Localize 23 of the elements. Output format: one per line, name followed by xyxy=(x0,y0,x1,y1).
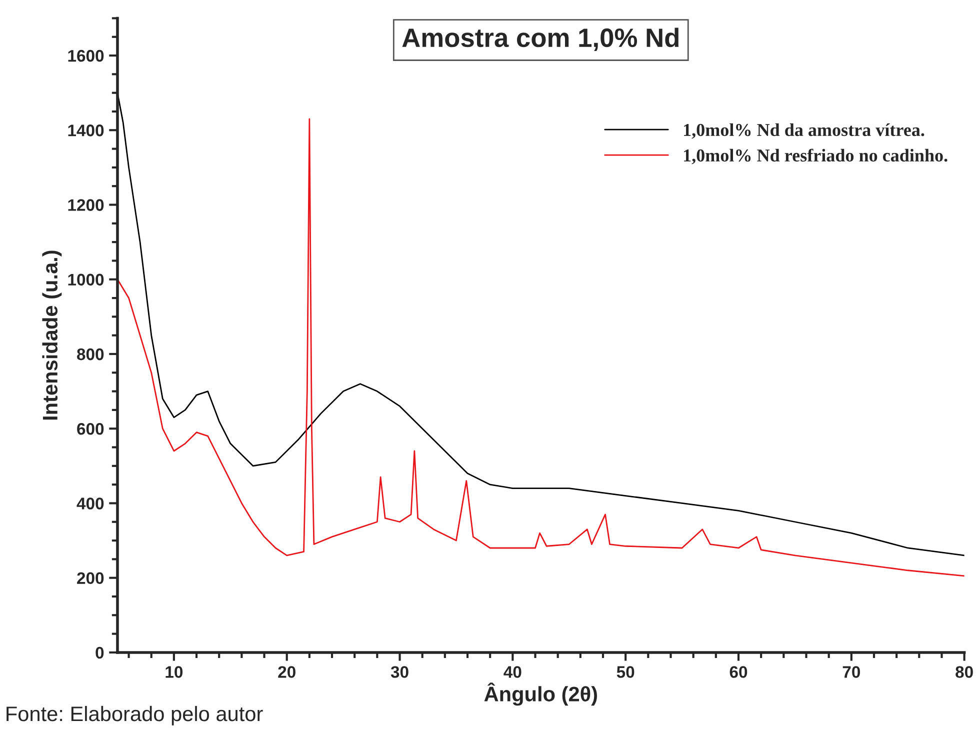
x-tick-label: 10 xyxy=(166,666,183,678)
x-tick-label: 40 xyxy=(504,666,522,678)
legend-label: 1,0mol% Nd resfriado no cadinho. xyxy=(684,148,948,164)
y-tick-label: 0 xyxy=(96,646,104,659)
y-tick-label: 800 xyxy=(77,348,104,360)
x-tick-label: 70 xyxy=(842,666,860,678)
y-tick-label: 200 xyxy=(77,572,104,584)
y-tick-label: 1400 xyxy=(68,124,104,136)
source-note: Fonte: Elaborado pelo autor xyxy=(6,706,263,726)
chart-title: Amostra com 1,0% Nd xyxy=(402,28,678,51)
y-tick-label: 400 xyxy=(76,498,104,510)
legend-label: 1,0mol% Nd da amostra vítrea. xyxy=(684,123,924,139)
x-tick-label: 30 xyxy=(390,666,408,678)
x-tick-label: 20 xyxy=(278,666,296,678)
y-axis-title: Intensidade (u.a.) xyxy=(42,250,62,420)
y-tick-label: 1600 xyxy=(68,50,104,62)
x-axis-title: Ângulo (2θ) xyxy=(484,682,597,706)
y-tick-label: 1200 xyxy=(68,199,104,211)
y-tick-label: 600 xyxy=(77,423,104,435)
x-tick-label: 60 xyxy=(730,666,748,678)
y-tick-label: 1000 xyxy=(68,274,104,286)
x-tick-label: 50 xyxy=(616,666,634,678)
x-tick-label: 80 xyxy=(956,666,973,678)
